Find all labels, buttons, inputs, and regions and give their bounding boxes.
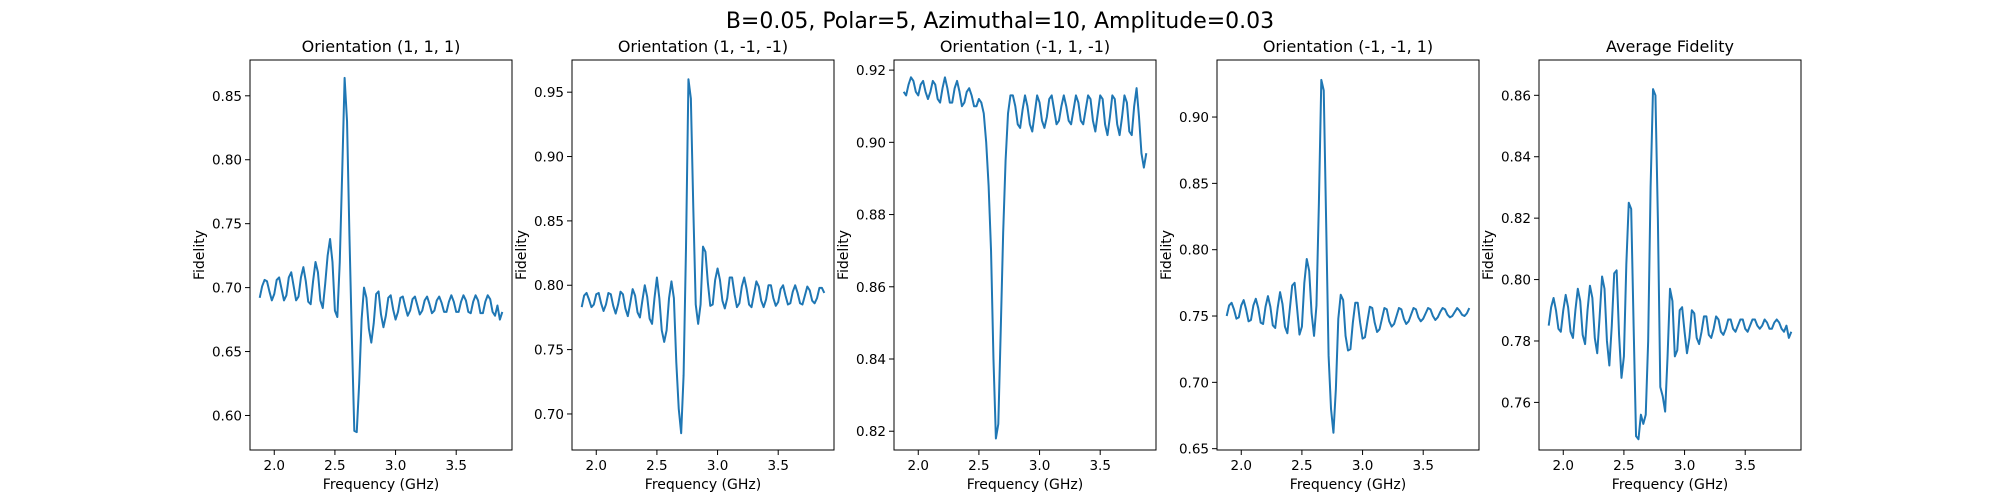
y-tick-label: 0.84 [856, 352, 886, 368]
x-tick-label: 2.5 [968, 458, 989, 474]
x-axis-label: Frequency (GHz) [1290, 477, 1406, 493]
y-tick-label: 0.92 [856, 63, 886, 79]
x-tick-label: 2.0 [908, 458, 929, 474]
x-tick-label: 2.5 [646, 458, 667, 474]
y-tick-label: 0.85 [212, 89, 242, 105]
panel-title: Orientation (-1, -1, 1) [1263, 37, 1433, 56]
y-tick-label: 0.80 [1179, 243, 1209, 259]
x-axis-label: Frequency (GHz) [645, 477, 761, 493]
x-tick-label: 3.5 [1734, 458, 1755, 474]
x-tick-label: 2.5 [324, 458, 345, 474]
y-tick-label: 0.65 [1179, 442, 1209, 458]
y-axis-label: Fidelity [1159, 230, 1175, 280]
x-tick-label: 2.5 [1291, 458, 1312, 474]
y-tick-label: 0.90 [1179, 110, 1209, 126]
y-tick-label: 0.75 [212, 217, 242, 233]
x-tick-label: 3.0 [707, 458, 728, 474]
panel-title: Orientation (1, 1, 1) [302, 37, 461, 56]
y-tick-label: 0.75 [534, 343, 564, 359]
plot-frame [1538, 59, 1802, 451]
y-tick-label: 0.70 [212, 281, 242, 297]
chart-panel-2: 2.0 2.5 3.0 3.5 0.70 0.75 0.80 0.85 0.90 0.95 Orie… [514, 37, 835, 493]
plot-frame [1216, 59, 1480, 451]
y-axis-label: Fidelity [836, 230, 852, 280]
y-tick-label: 0.78 [1501, 334, 1531, 350]
y-axis-label: Fidelity [1481, 230, 1497, 280]
x-tick-label: 2.0 [1231, 458, 1252, 474]
x-tick-label: 3.5 [767, 458, 788, 474]
series-line [902, 76, 1148, 440]
x-tick-label: 3.5 [445, 458, 466, 474]
x-tick-label: 3.0 [1029, 458, 1050, 474]
panel-title: Average Fidelity [1606, 37, 1734, 56]
chart-panel-4: 2.0 2.5 3.0 3.5 0.65 0.70 0.75 0.80 0.85 0.90 Orie… [1159, 37, 1480, 493]
x-tick-label: 2.5 [1613, 458, 1634, 474]
plot-frame [893, 59, 1157, 451]
series-line [1225, 78, 1471, 434]
series-line [580, 78, 826, 435]
y-tick-label: 0.95 [534, 85, 564, 101]
y-tick-label: 0.90 [534, 150, 564, 166]
y-axis-label: Fidelity [514, 230, 530, 280]
x-tick-label: 3.5 [1089, 458, 1110, 474]
panel-title: Orientation (1, -1, -1) [618, 37, 788, 56]
y-tick-label: 0.82 [856, 424, 886, 440]
y-tick-label: 0.84 [1501, 150, 1531, 166]
y-tick-label: 0.70 [534, 407, 564, 423]
y-tick-label: 0.88 [856, 208, 886, 224]
figure-suptitle: B=0.05, Polar=5, Azimuthal=10, Amplitude… [726, 9, 1274, 34]
x-axis-label: Frequency (GHz) [967, 477, 1083, 493]
y-tick-label: 0.85 [1179, 176, 1209, 192]
plot-frame [571, 59, 835, 451]
plot-frame [249, 59, 513, 451]
x-tick-label: 3.0 [385, 458, 406, 474]
y-tick-label: 0.85 [534, 214, 564, 230]
y-axis-label: Fidelity [192, 230, 208, 280]
chart-panel-3: 2.0 2.5 3.0 3.5 0.82 0.84 0.86 0.88 0.90 0.92 Orie… [836, 37, 1157, 493]
series-line [1547, 88, 1793, 441]
panel-title: Orientation (-1, 1, -1) [940, 37, 1110, 56]
y-tick-label: 0.90 [856, 135, 886, 151]
y-tick-label: 0.86 [856, 280, 886, 296]
y-tick-label: 0.80 [212, 153, 242, 169]
chart-panel-1: 2.0 2.5 3.0 3.5 0.60 0.65 0.70 0.75 0.80 0.85 Orie… [192, 37, 513, 493]
x-tick-label: 3.0 [1674, 458, 1695, 474]
y-tick-label: 0.70 [1179, 375, 1209, 391]
y-tick-label: 0.76 [1501, 395, 1531, 411]
y-tick-label: 0.75 [1179, 309, 1209, 325]
x-tick-label: 2.0 [586, 458, 607, 474]
series-line [258, 76, 504, 434]
x-tick-label: 3.5 [1412, 458, 1433, 474]
x-tick-label: 3.0 [1352, 458, 1373, 474]
chart-panel-5: 2.0 2.5 3.0 3.5 0.76 0.78 0.80 0.82 0.84 0.86 Aver… [1481, 37, 1802, 493]
x-tick-label: 2.0 [1553, 458, 1574, 474]
y-tick-label: 0.80 [534, 278, 564, 294]
y-tick-label: 0.65 [212, 345, 242, 361]
x-axis-label: Frequency (GHz) [323, 477, 439, 493]
y-tick-label: 0.82 [1501, 211, 1531, 227]
x-tick-label: 2.0 [264, 458, 285, 474]
y-tick-label: 0.80 [1501, 273, 1531, 289]
x-axis-label: Frequency (GHz) [1612, 477, 1728, 493]
y-tick-label: 0.60 [212, 408, 242, 424]
y-tick-label: 0.86 [1501, 88, 1531, 104]
